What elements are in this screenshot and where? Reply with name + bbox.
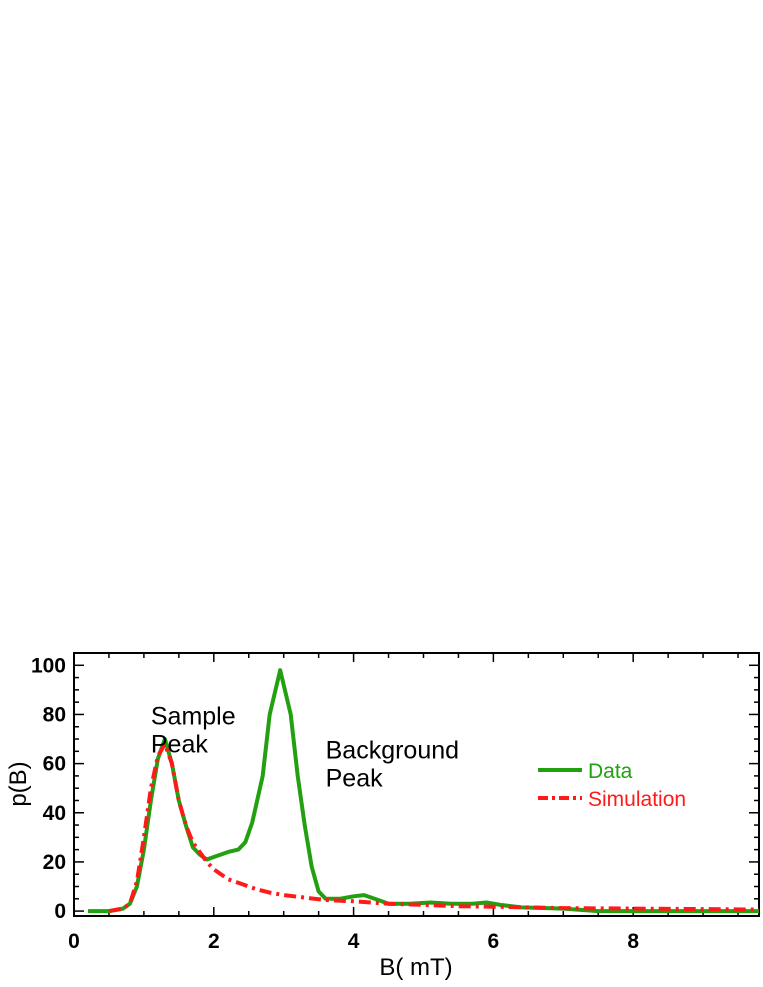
x-tick-label: 0	[68, 930, 80, 953]
plot-frame	[73, 652, 760, 917]
y-tick-label: 80	[43, 703, 66, 726]
legend: Data Simulation	[538, 760, 686, 811]
annotation-0-line-0: Sample	[151, 702, 236, 730]
x-tick-label: 4	[348, 930, 360, 953]
y-tick-label: 60	[43, 753, 66, 776]
legend-label-simulation: Simulation	[588, 788, 686, 811]
y-tick-label: 100	[31, 654, 66, 677]
x-tick-label: 8	[627, 930, 639, 953]
axis-ticks	[73, 653, 759, 916]
annotation-0-line-1: Peak	[151, 730, 208, 758]
y-axis-title: p(B)	[5, 761, 32, 806]
series-line-simulation	[108, 741, 760, 914]
series-lines	[88, 668, 760, 914]
x-tick-label: 6	[488, 930, 500, 953]
y-tick-label: 40	[43, 802, 66, 825]
annotation-1-line-1: Peak	[326, 765, 383, 793]
legend-label-data: Data	[588, 760, 633, 783]
annotation-1-line-0: Background	[326, 737, 459, 765]
x-tick-label: 2	[208, 930, 220, 953]
y-tick-label: 0	[54, 900, 66, 923]
y-tick-label: 20	[43, 851, 66, 874]
x-axis-title: B( mT)	[379, 954, 452, 981]
